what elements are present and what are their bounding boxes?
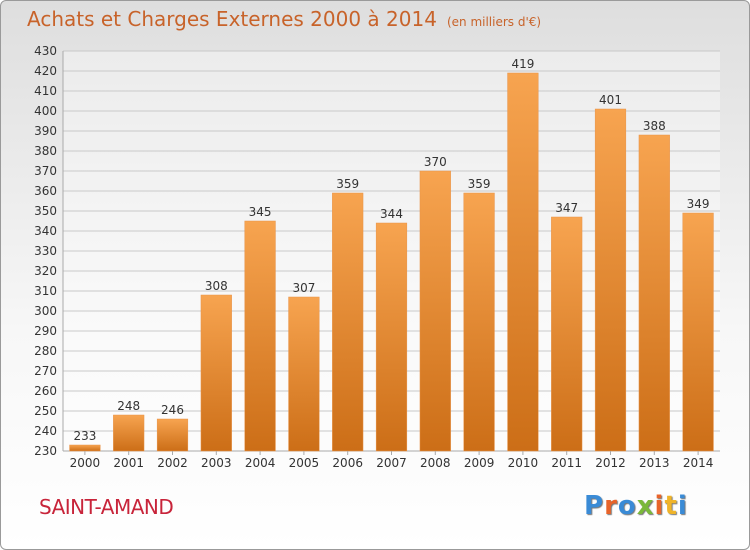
bar [156,418,189,452]
bar [463,192,495,452]
bar-value-label: 349 [687,197,710,211]
y-tick-label: 380 [34,144,57,158]
bar [244,220,276,452]
brand-letter: i [654,491,665,521]
bar [682,212,714,452]
bar-value-label: 359 [336,177,359,191]
brand-letter: i [677,491,688,521]
y-tick-label: 240 [34,424,57,438]
y-tick-label: 390 [34,124,57,138]
y-tick-label: 410 [34,84,57,98]
brand-letter: P [584,491,605,521]
proxiti-logo: Proxiti [584,491,688,521]
bar-value-label: 388 [643,119,666,133]
brand-letter: r [604,491,618,521]
y-tick-label: 290 [34,324,57,338]
y-tick-label: 430 [34,44,57,58]
x-tick-label: 2012 [595,456,626,470]
bar-value-label: 345 [249,205,272,219]
bar [332,192,364,452]
bar [288,296,320,452]
bar-value-label: 344 [380,207,403,221]
y-tick-label: 420 [34,64,57,78]
bar-value-label: 359 [468,177,491,191]
brand-letter: x [636,491,655,521]
y-tick-label: 400 [34,104,57,118]
bar [375,222,408,452]
x-tick-label: 2005 [289,456,320,470]
y-tick-label: 310 [34,284,57,298]
y-tick-label: 300 [34,304,57,318]
y-tick-label: 320 [34,264,57,278]
bar [113,414,145,452]
y-tick-label: 350 [34,204,57,218]
x-tick-label: 2001 [113,456,144,470]
city-name: SAINT-AMAND [39,495,174,519]
bar-value-label: 308 [205,279,228,293]
bar-value-label: 401 [599,93,622,107]
bar [507,72,539,452]
bar-value-label: 370 [424,155,447,169]
bar-value-label: 419 [511,57,534,71]
x-tick-label: 2004 [245,456,276,470]
x-tick-label: 2011 [551,456,582,470]
x-tick-label: 2006 [332,456,363,470]
x-tick-label: 2010 [508,456,539,470]
y-tick-label: 340 [34,224,57,238]
x-tick-label: 2007 [376,456,407,470]
y-tick-label: 230 [34,444,57,458]
bar [638,134,670,452]
bar [594,108,627,452]
chart-title: Achats et Charges Externes 2000 à 2014 (e… [27,7,542,31]
brand-letter: o [617,491,637,521]
x-tick-label: 2013 [639,456,670,470]
bar-value-label: 307 [292,281,315,295]
y-tick-label: 250 [34,404,57,418]
y-tick-label: 270 [34,364,57,378]
bar [419,170,451,452]
bar-value-label: 248 [117,399,140,413]
bar-value-label: 347 [555,201,578,215]
x-tick-label: 2014 [683,456,714,470]
x-tick-label: 2008 [420,456,451,470]
y-tick-label: 370 [34,164,57,178]
y-tick-label: 360 [34,184,57,198]
y-tick-label: 330 [34,244,57,258]
bar-value-label: 233 [73,429,96,443]
x-tick-label: 2000 [70,456,101,470]
x-tick-label: 2009 [464,456,495,470]
brand-letter: t [664,491,678,521]
y-tick-label: 260 [34,384,57,398]
bar-value-label: 246 [161,403,184,417]
bar [551,216,583,452]
bar [200,294,232,452]
x-tick-label: 2002 [157,456,188,470]
chart-subtitle: (en milliers d'€) [446,15,542,29]
x-tick-label: 2003 [201,456,232,470]
y-tick-label: 280 [34,344,57,358]
bar [69,444,101,452]
